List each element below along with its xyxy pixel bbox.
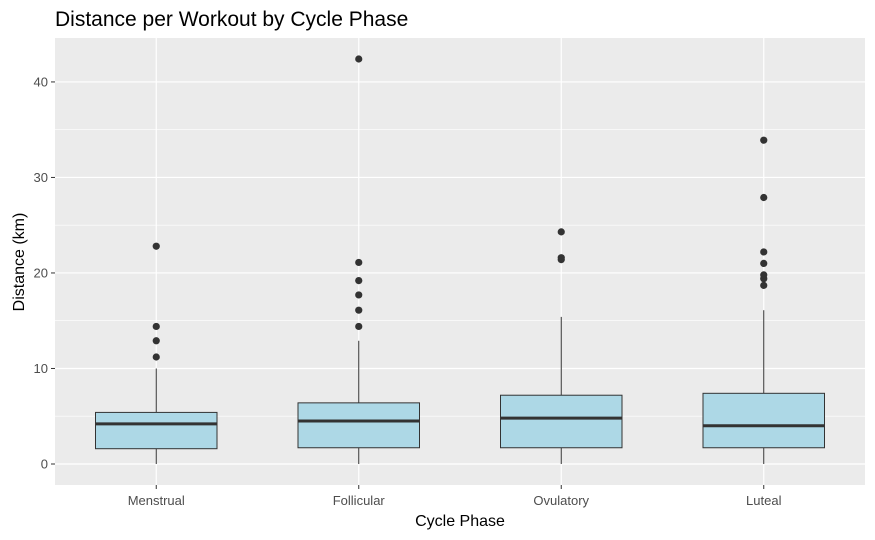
outlier-point — [760, 193, 768, 202]
outlier-point — [557, 228, 565, 236]
outlier-point — [355, 55, 363, 63]
box — [297, 402, 420, 449]
x-tick-label: Follicular — [333, 493, 386, 508]
outlier-point — [760, 271, 768, 279]
outlier-point — [760, 136, 768, 144]
outlier-point — [152, 353, 160, 361]
outlier-point — [760, 281, 768, 289]
box — [500, 394, 623, 449]
outlier-point — [355, 291, 363, 299]
outlier-point — [355, 277, 363, 285]
y-tick-label: 10 — [34, 361, 48, 376]
y-axis-title: Distance (km) — [11, 213, 28, 312]
boxplots — [95, 55, 825, 464]
boxplot-ovulatory — [500, 228, 623, 464]
y-tick-label: 30 — [34, 170, 48, 185]
outlier-point — [152, 337, 160, 345]
x-axis: Menstrual Follicular Ovulatory Luteal — [128, 485, 782, 508]
outlier-point — [760, 248, 768, 256]
boxplot-luteal — [702, 136, 825, 464]
outlier-point — [760, 259, 768, 268]
y-tick-label: 20 — [34, 265, 48, 280]
chart-title: Distance per Workout by Cycle Phase — [55, 8, 408, 31]
x-tick-label: Ovulatory — [533, 493, 589, 508]
y-tick-label: 40 — [34, 74, 48, 89]
x-tick-label: Luteal — [746, 493, 782, 508]
x-tick-label: Menstrual — [128, 493, 185, 508]
outlier-point — [355, 258, 363, 267]
box — [702, 392, 825, 449]
boxplot-menstrual — [95, 242, 218, 464]
outlier-point — [355, 306, 363, 314]
boxplot-follicular — [297, 55, 420, 464]
outlier-point — [152, 242, 160, 250]
outlier-point — [355, 322, 363, 331]
y-tick-label: 0 — [41, 456, 48, 471]
outlier-point — [557, 254, 565, 262]
box — [95, 411, 218, 450]
y-axis: 0 10 20 30 40 — [34, 74, 55, 471]
x-axis-title: Cycle Phase — [415, 513, 505, 530]
outlier-point — [152, 322, 160, 331]
